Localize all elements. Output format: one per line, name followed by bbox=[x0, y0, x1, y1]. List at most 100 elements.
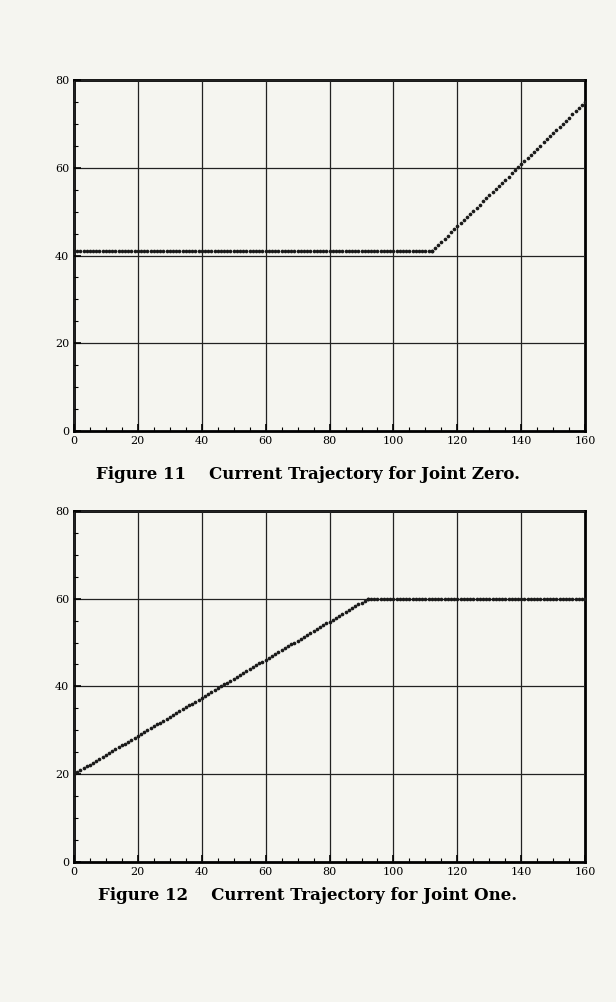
Point bbox=[232, 243, 242, 260]
Point bbox=[488, 590, 498, 606]
Point bbox=[123, 243, 133, 260]
Point bbox=[142, 243, 152, 260]
Point bbox=[290, 243, 299, 260]
Point bbox=[149, 718, 159, 734]
Point bbox=[468, 202, 478, 218]
Point bbox=[468, 590, 478, 606]
Point bbox=[158, 243, 168, 260]
Point bbox=[225, 243, 235, 260]
Point bbox=[350, 243, 360, 260]
Point bbox=[110, 741, 120, 758]
Point bbox=[293, 243, 302, 260]
Point bbox=[561, 590, 571, 606]
Point bbox=[507, 165, 517, 181]
Point bbox=[548, 590, 558, 606]
Point bbox=[373, 243, 383, 260]
Point bbox=[286, 636, 296, 652]
Point bbox=[114, 739, 124, 756]
Point bbox=[277, 642, 286, 658]
Point bbox=[577, 590, 587, 606]
Point bbox=[366, 243, 376, 260]
Point bbox=[405, 590, 415, 606]
Point bbox=[142, 722, 152, 738]
Point bbox=[548, 125, 558, 141]
Point bbox=[88, 755, 98, 771]
Point bbox=[283, 243, 293, 260]
Point bbox=[177, 243, 187, 260]
Point bbox=[472, 590, 482, 606]
Point bbox=[322, 243, 331, 260]
Point bbox=[306, 243, 315, 260]
Point bbox=[216, 678, 226, 694]
Point bbox=[155, 714, 165, 730]
Point bbox=[357, 243, 367, 260]
Point bbox=[539, 134, 549, 150]
Point bbox=[459, 590, 469, 606]
Text: Figure 11    Current Trajectory for Joint Zero.: Figure 11 Current Trajectory for Joint Z… bbox=[96, 466, 520, 483]
Point bbox=[452, 218, 462, 234]
Point bbox=[213, 680, 222, 696]
Point bbox=[542, 590, 552, 606]
Point bbox=[248, 243, 258, 260]
Point bbox=[107, 743, 117, 760]
Point bbox=[459, 212, 469, 228]
Point bbox=[484, 590, 494, 606]
Point bbox=[567, 590, 577, 606]
Point bbox=[309, 623, 318, 639]
Point bbox=[248, 659, 258, 675]
Point bbox=[433, 590, 443, 606]
Point bbox=[542, 131, 552, 147]
Point bbox=[85, 757, 95, 773]
Point bbox=[270, 646, 280, 662]
Point bbox=[437, 590, 447, 606]
Point bbox=[184, 243, 194, 260]
Point bbox=[402, 590, 411, 606]
Point bbox=[475, 590, 485, 606]
Point bbox=[251, 243, 261, 260]
Point bbox=[130, 243, 140, 260]
Point bbox=[209, 682, 219, 698]
Point bbox=[478, 590, 488, 606]
Point bbox=[554, 590, 564, 606]
Point bbox=[235, 243, 245, 260]
Point bbox=[257, 243, 267, 260]
Point bbox=[315, 619, 325, 635]
Point bbox=[382, 590, 392, 606]
Point bbox=[145, 720, 155, 736]
Point bbox=[72, 243, 82, 260]
Point bbox=[535, 137, 545, 153]
Point bbox=[395, 590, 405, 606]
Point bbox=[206, 243, 216, 260]
Point bbox=[270, 243, 280, 260]
Point bbox=[104, 745, 114, 762]
Point bbox=[379, 590, 389, 606]
Point bbox=[354, 596, 363, 612]
Point bbox=[386, 590, 395, 606]
Point bbox=[392, 243, 402, 260]
Point bbox=[437, 233, 447, 249]
Point bbox=[197, 243, 207, 260]
Point bbox=[251, 657, 261, 673]
Point bbox=[286, 243, 296, 260]
Point bbox=[446, 590, 456, 606]
Point bbox=[570, 103, 580, 119]
Point bbox=[334, 243, 344, 260]
Point bbox=[114, 243, 124, 260]
Point bbox=[216, 243, 226, 260]
Point bbox=[318, 243, 328, 260]
Point bbox=[535, 590, 545, 606]
Point bbox=[174, 243, 184, 260]
Point bbox=[101, 746, 111, 763]
Point bbox=[334, 608, 344, 624]
Point bbox=[532, 590, 542, 606]
Point bbox=[101, 243, 111, 260]
Point bbox=[456, 590, 466, 606]
Point bbox=[280, 243, 290, 260]
Point bbox=[494, 178, 504, 194]
Point bbox=[245, 661, 254, 677]
Point bbox=[104, 243, 114, 260]
Point bbox=[570, 590, 580, 606]
Point bbox=[519, 590, 529, 606]
Point bbox=[69, 243, 79, 260]
Point bbox=[500, 590, 510, 606]
